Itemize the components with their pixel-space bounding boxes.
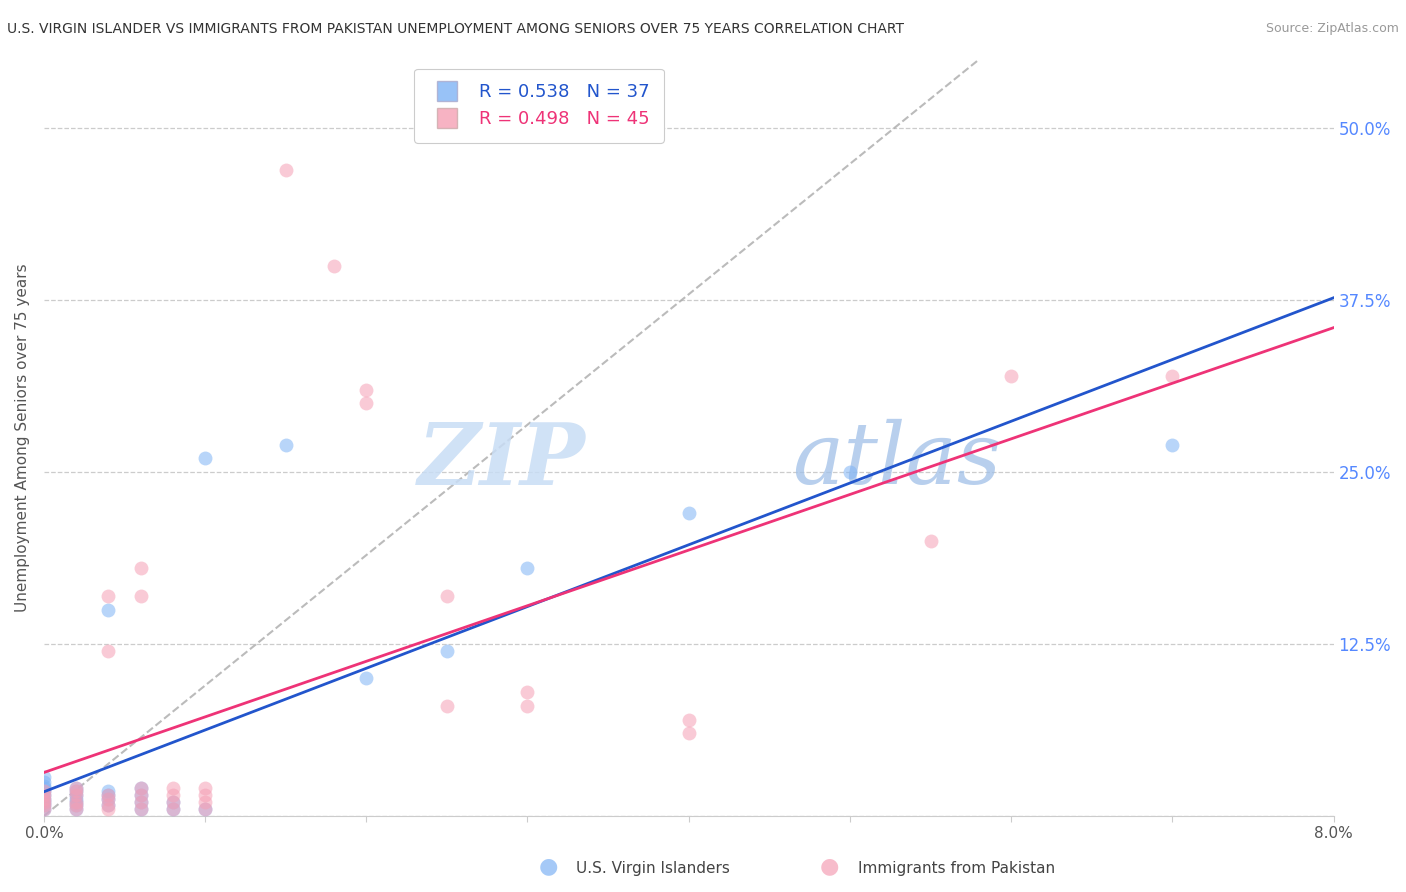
- Point: [162, 789, 184, 803]
- Point: [194, 781, 217, 796]
- Point: [356, 383, 378, 397]
- Point: [129, 789, 152, 803]
- Point: [516, 698, 538, 713]
- Point: [97, 602, 120, 616]
- Point: [65, 797, 87, 812]
- Point: [32, 795, 55, 809]
- Point: [65, 802, 87, 816]
- Point: [32, 797, 55, 812]
- Point: [194, 802, 217, 816]
- Point: [129, 589, 152, 603]
- Point: [97, 792, 120, 806]
- Point: [65, 781, 87, 796]
- Text: U.S. VIRGIN ISLANDER VS IMMIGRANTS FROM PAKISTAN UNEMPLOYMENT AMONG SENIORS OVER: U.S. VIRGIN ISLANDER VS IMMIGRANTS FROM …: [7, 22, 904, 37]
- Point: [32, 789, 55, 803]
- Point: [65, 781, 87, 796]
- Point: [1161, 437, 1184, 451]
- Y-axis label: Unemployment Among Seniors over 75 years: Unemployment Among Seniors over 75 years: [15, 263, 30, 612]
- Point: [97, 789, 120, 803]
- Point: [32, 771, 55, 785]
- Point: [436, 589, 458, 603]
- Point: [162, 802, 184, 816]
- Point: [65, 802, 87, 816]
- Point: [32, 784, 55, 798]
- Point: [129, 789, 152, 803]
- Point: [32, 795, 55, 809]
- Point: [32, 792, 55, 806]
- Point: [65, 784, 87, 798]
- Point: [65, 797, 87, 812]
- Point: [32, 792, 55, 806]
- Point: [129, 795, 152, 809]
- Point: [516, 685, 538, 699]
- Point: [162, 781, 184, 796]
- Point: [194, 795, 217, 809]
- Point: [838, 465, 860, 479]
- Point: [1000, 368, 1022, 383]
- Point: [65, 784, 87, 798]
- Point: [129, 802, 152, 816]
- Point: [32, 789, 55, 803]
- Point: [436, 644, 458, 658]
- Point: [162, 802, 184, 816]
- Point: [920, 533, 942, 548]
- Point: [194, 789, 217, 803]
- Point: [32, 784, 55, 798]
- Point: [678, 726, 700, 740]
- Point: [129, 561, 152, 575]
- Point: [194, 802, 217, 816]
- Text: ●: ●: [538, 856, 558, 876]
- Point: [32, 797, 55, 812]
- Text: ●: ●: [820, 856, 839, 876]
- Point: [65, 789, 87, 803]
- Point: [65, 792, 87, 806]
- Point: [274, 437, 297, 451]
- Text: ZIP: ZIP: [418, 418, 585, 502]
- Point: [1161, 368, 1184, 383]
- Point: [97, 789, 120, 803]
- Point: [129, 781, 152, 796]
- Point: [436, 698, 458, 713]
- Point: [678, 507, 700, 521]
- Text: U.S. Virgin Islanders: U.S. Virgin Islanders: [576, 861, 730, 876]
- Point: [32, 779, 55, 793]
- Point: [65, 795, 87, 809]
- Point: [678, 713, 700, 727]
- Point: [194, 451, 217, 466]
- Point: [65, 789, 87, 803]
- Point: [65, 795, 87, 809]
- Point: [32, 774, 55, 789]
- Point: [323, 259, 346, 273]
- Text: atlas: atlas: [792, 419, 1001, 502]
- Point: [516, 561, 538, 575]
- Point: [129, 795, 152, 809]
- Point: [32, 802, 55, 816]
- Point: [97, 644, 120, 658]
- Point: [97, 784, 120, 798]
- Point: [356, 672, 378, 686]
- Point: [97, 797, 120, 812]
- Point: [356, 396, 378, 410]
- Point: [162, 795, 184, 809]
- Point: [162, 795, 184, 809]
- Legend: R = 0.538   N = 37, R = 0.498   N = 45: R = 0.538 N = 37, R = 0.498 N = 45: [413, 69, 664, 143]
- Point: [129, 802, 152, 816]
- Point: [32, 781, 55, 796]
- Point: [274, 162, 297, 177]
- Point: [129, 781, 152, 796]
- Point: [97, 792, 120, 806]
- Point: [97, 797, 120, 812]
- Text: Source: ZipAtlas.com: Source: ZipAtlas.com: [1265, 22, 1399, 36]
- Point: [32, 802, 55, 816]
- Point: [97, 589, 120, 603]
- Text: Immigrants from Pakistan: Immigrants from Pakistan: [858, 861, 1054, 876]
- Point: [97, 802, 120, 816]
